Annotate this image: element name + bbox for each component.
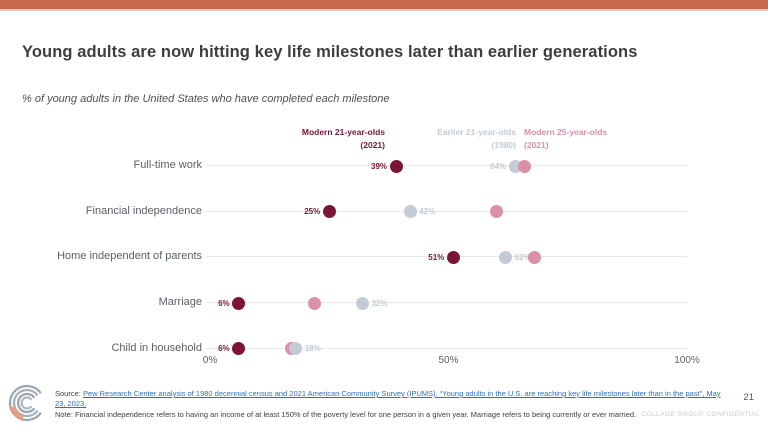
milestone-label: Child in household [111, 341, 202, 354]
dot-modern-25-year-olds [489, 205, 503, 219]
row-track-line: 51% 62% [206, 247, 687, 267]
x-axis-tick-label: 50% [438, 355, 459, 366]
milestone-label: Home independent of parents [57, 250, 202, 263]
dot-modern-21-year-olds [232, 296, 246, 310]
milestone-label: Financial independence [85, 204, 202, 217]
source-line: Source: Pew Research Center analysis of … [55, 389, 723, 409]
milestone-row: Financial independence 25% 42% [0, 202, 768, 222]
dot-modern-21-year-olds [389, 159, 403, 173]
dot-value-label: 42% [419, 207, 436, 217]
dot-value-label: 64% [490, 161, 507, 171]
legend-label: Modern 25-year-olds [524, 127, 608, 137]
slide-accent-bar [0, 0, 768, 11]
dot-value-label: 62% [514, 252, 531, 262]
milestone-label: Marriage [158, 296, 202, 309]
confidential-watermark: COLLAGE GROUP CONFIDENTIAL [641, 411, 760, 418]
dot-value-label: 25% [304, 207, 321, 217]
source-prefix: Source: [55, 389, 83, 398]
x-axis-tick-label: 100% [674, 355, 700, 366]
footnote: Note: Financial independence refers to h… [55, 409, 637, 419]
row-track-line: 6% 18% [206, 339, 687, 359]
legend-year: (2021) [360, 139, 385, 150]
milestone-row: Marriage 6% 32% [0, 293, 768, 313]
dot-modern-21-year-olds [232, 342, 246, 356]
chart-subtitle: % of young adults in the United States w… [22, 93, 390, 105]
dot-earlier-21-year-olds [289, 342, 303, 356]
legend-year: (1980) [491, 139, 516, 150]
dot-modern-21-year-olds [322, 205, 336, 219]
dot-value-label: 6% [218, 344, 230, 354]
legend-modern-25-year-olds: Modern 25-year-olds (2021) [524, 126, 684, 152]
source-hyperlink[interactable]: Pew Research Center analysis of 1980 dec… [55, 389, 721, 408]
collage-group-logo [8, 384, 42, 422]
footer: Source: Pew Research Center analysis of … [55, 389, 723, 419]
dot-value-label: 51% [428, 252, 445, 262]
page-number: 21 [743, 392, 754, 403]
dot-value-label: 6% [218, 298, 230, 308]
dot-earlier-21-year-olds [403, 205, 417, 219]
milestone-row: Child in household 6% 18% [0, 339, 768, 359]
legend-modern-21-year-olds: Modern 21-year-olds (2021) [230, 126, 385, 152]
x-axis-tick-label: 0% [202, 355, 218, 366]
dot-modern-25-year-olds [527, 250, 541, 264]
milestone-row: Full-time work 39% 64% [0, 156, 768, 176]
dot-modern-25-year-olds [308, 296, 322, 310]
dot-modern-25-year-olds [518, 159, 532, 173]
legend-year: (2021) [524, 139, 549, 150]
row-track-line: 25% 42% [206, 202, 687, 222]
dot-earlier-21-year-olds [356, 296, 370, 310]
milestone-label: Full-time work [133, 159, 202, 171]
legend-label: Modern 21-year-olds [301, 127, 385, 137]
legend-label: Earlier 21-year-olds [437, 127, 516, 137]
dot-value-label: 39% [371, 161, 388, 171]
dot-value-label: 32% [371, 298, 388, 308]
legend-earlier-21-year-olds: Earlier 21-year-olds (1980) [390, 126, 516, 152]
row-track-line: 39% 64% [206, 156, 687, 176]
milestone-row: Home independent of parents 51% 62% [0, 247, 768, 267]
row-track-line: 6% 32% [206, 293, 687, 313]
dot-modern-21-year-olds [446, 250, 460, 264]
page-title: Young adults are now hitting key life mi… [22, 43, 638, 62]
dot-value-label: 18% [304, 344, 321, 354]
dot-earlier-21-year-olds [499, 250, 513, 264]
